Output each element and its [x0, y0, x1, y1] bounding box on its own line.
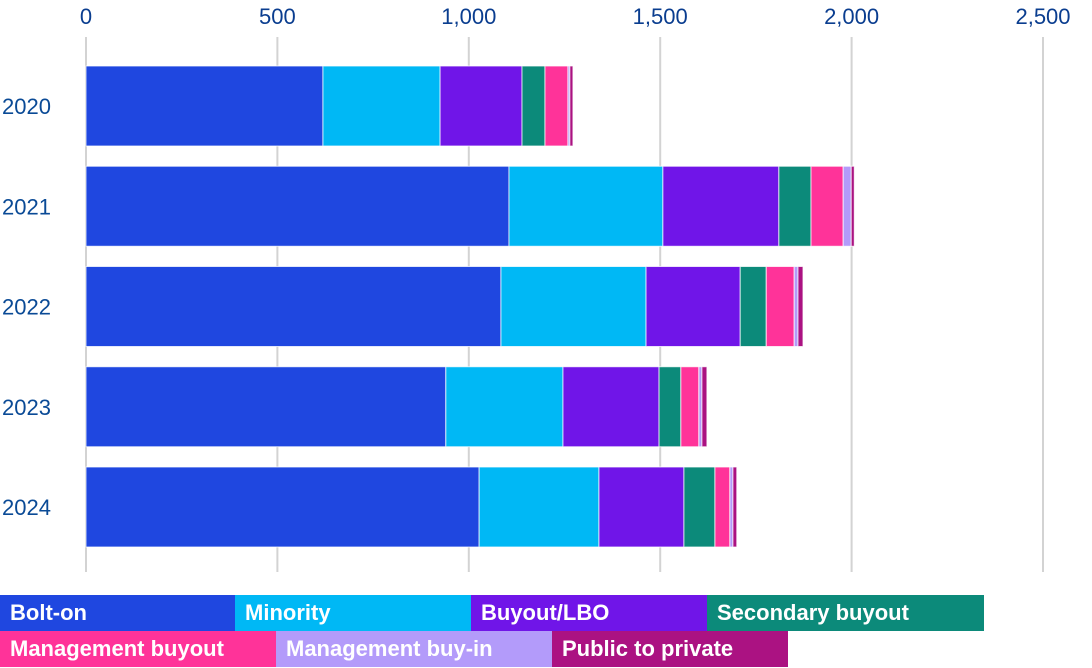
stacked-bar-chart: 0 500 1,000 1,500 2,000 2,500 202020212022202… — [2, 4, 1071, 572]
bar-segment-management-buy-in-2021 — [842, 165, 852, 247]
legend-item-public-to-private: Public to private — [552, 631, 788, 667]
bar-segment-bolt-on-2024 — [85, 466, 480, 548]
bar-segment-management-buyout-2024 — [714, 466, 731, 548]
bar-segment-minority-2024 — [478, 466, 600, 548]
legend-item-secondary-buyout: Secondary buyout — [707, 595, 984, 631]
x-tick-label: 2,500 — [1015, 4, 1070, 29]
x-axis-tick-labels: 0 500 1,000 1,500 2,000 2,500 — [80, 4, 1071, 29]
category-label: 2024 — [2, 495, 51, 520]
bar-segment-secondary-buyout-2020 — [521, 65, 546, 147]
bar-segment-bolt-on-2020 — [85, 65, 324, 147]
bar-segment-buyout-lbo-2022 — [645, 266, 741, 347]
bar-segment-bolt-on-2022 — [85, 266, 502, 347]
bar-segment-public-to-private-2024 — [732, 466, 738, 548]
y-axis-category-labels: 2020 2021 2022 2023 2024 — [2, 94, 51, 520]
x-tick-label: 1,000 — [441, 4, 496, 29]
legend: Bolt-on Minority Buyout/LBO Secondary buyou… — [0, 595, 1092, 668]
bar-segment-public-to-private-2023 — [701, 366, 708, 448]
bar-segment-public-to-private-2022 — [797, 266, 804, 347]
bar-segment-minority-2023 — [445, 366, 564, 448]
bar-segment-secondary-buyout-2022 — [739, 266, 767, 347]
bar-segment-management-buyout-2022 — [765, 266, 795, 347]
x-tick-label: 2,000 — [824, 4, 879, 29]
bar-segment-secondary-buyout-2023 — [658, 366, 682, 448]
bar-segment-minority-2021 — [508, 165, 664, 247]
x-tick-label: 0 — [80, 4, 92, 29]
legend-item-minority: Minority — [235, 595, 471, 631]
bars — [85, 65, 855, 548]
bar-segment-bolt-on-2023 — [85, 366, 447, 448]
legend-item-management-buy-in: Management buy-in — [276, 631, 552, 667]
bar-segment-secondary-buyout-2021 — [778, 165, 812, 247]
bar-segment-buyout-lbo-2024 — [598, 466, 685, 548]
bar-segment-public-to-private-2020 — [569, 65, 574, 147]
category-label: 2023 — [2, 395, 51, 420]
category-label: 2020 — [2, 94, 51, 119]
legend-item-management-buyout: Management buyout — [0, 631, 276, 667]
bar-segment-bolt-on-2021 — [85, 165, 510, 247]
bar-segment-management-buyout-2023 — [680, 366, 700, 448]
legend-item-bolt-on: Bolt-on — [0, 595, 235, 631]
bar-segment-buyout-lbo-2020 — [439, 65, 523, 147]
bar-segment-management-buyout-2020 — [544, 65, 569, 147]
x-tick-label: 1,500 — [633, 4, 688, 29]
bar-segment-minority-2022 — [500, 266, 647, 347]
bar-segment-management-buy-in-2022 — [793, 266, 799, 347]
category-label: 2022 — [2, 295, 51, 320]
bar-segment-management-buyout-2021 — [810, 165, 844, 247]
bar-segment-buyout-lbo-2023 — [562, 366, 660, 448]
bar-segment-buyout-lbo-2021 — [662, 165, 780, 247]
bar-segment-public-to-private-2021 — [850, 165, 855, 247]
bar-segment-secondary-buyout-2024 — [683, 466, 716, 548]
category-label: 2021 — [2, 194, 51, 219]
bar-segment-minority-2020 — [322, 65, 441, 147]
legend-item-buyout-lbo: Buyout/LBO — [471, 595, 707, 631]
x-tick-label: 500 — [259, 4, 296, 29]
